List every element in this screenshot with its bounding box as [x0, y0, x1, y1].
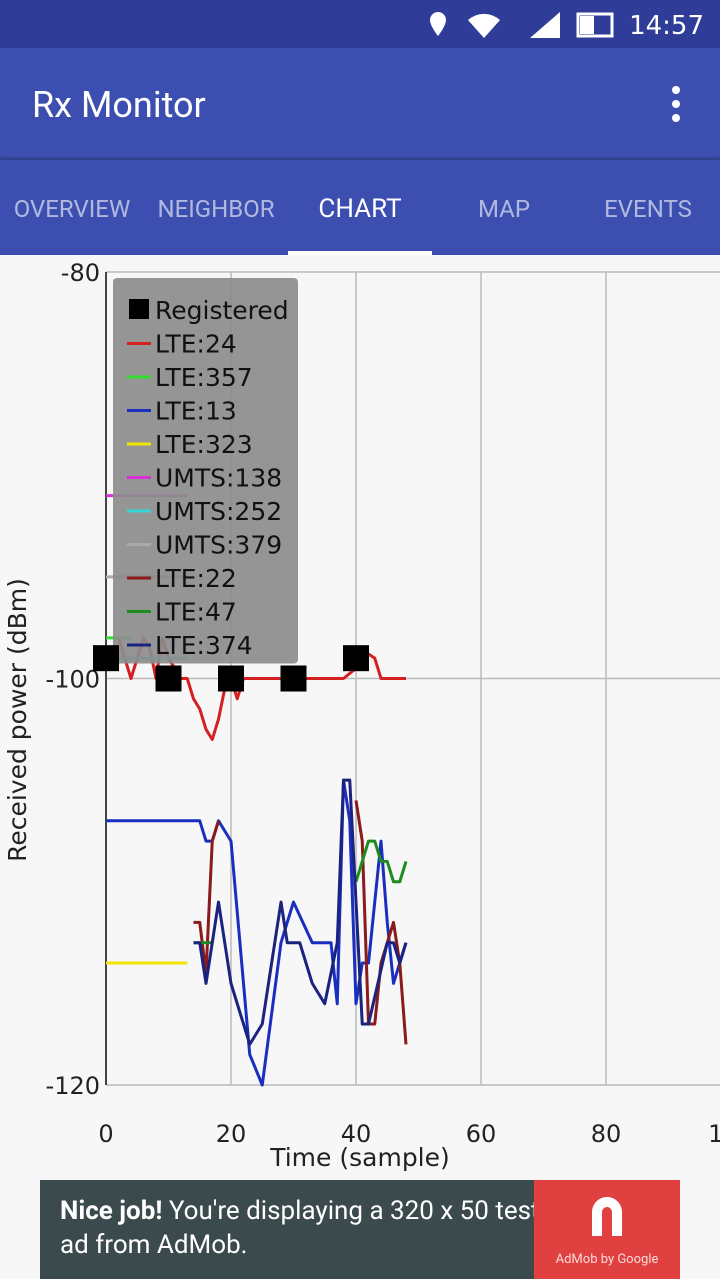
legend-label: UMTS:138	[155, 464, 282, 493]
legend-label: LTE:323	[155, 430, 253, 459]
ad-logo-block: AdMob by Google	[534, 1180, 680, 1279]
admob-logo	[592, 1197, 622, 1236]
status-bar: 14:57	[0, 0, 720, 48]
tab-bar: OVERVIEW NEIGHBOR CHART MAP EVENTS	[0, 160, 720, 255]
tab[interactable]: EVENTS	[604, 195, 692, 223]
registered-marker	[155, 665, 182, 692]
registered-marker	[218, 665, 244, 692]
series-line	[193, 800, 408, 1045]
x-tick-label: 20	[216, 1120, 247, 1148]
tab[interactable]: NEIGHBOR	[157, 195, 275, 223]
legend-label: LTE:22	[155, 564, 237, 593]
legend-label: LTE:357	[155, 363, 253, 392]
battery-level	[580, 16, 594, 34]
tab[interactable]: MAP	[478, 195, 530, 223]
app-bar: Rx Monitor	[0, 48, 720, 160]
app-title: Rx Monitor	[32, 84, 206, 126]
y-tick-label: -100	[46, 666, 100, 694]
legend-label: LTE:13	[155, 397, 237, 426]
y-axis-label: Received power (dBm)	[3, 578, 32, 862]
tab[interactable]: CHART	[318, 194, 402, 224]
x-tick-label: 40	[341, 1120, 372, 1148]
series-line	[193, 778, 408, 1046]
ad-bold: Nice job!	[60, 1196, 163, 1226]
tab-indicator	[288, 251, 432, 255]
x-axis-label: Time (sample)	[269, 1143, 450, 1172]
x-tick-label: 60	[466, 1120, 497, 1148]
ad-brand: AdMob by Google	[555, 1252, 659, 1267]
registered-marker	[343, 645, 369, 672]
legend-box	[113, 278, 298, 664]
plot-background	[0, 255, 720, 1178]
y-tick-label: -80	[61, 259, 100, 287]
battery-icon	[576, 12, 614, 38]
signal-icon	[530, 12, 560, 38]
legend-label: UMTS:379	[155, 531, 282, 560]
x-tick-label: 80	[591, 1120, 622, 1148]
x-tick-label: 0	[98, 1120, 113, 1148]
status-icons: 14:57	[430, 11, 704, 41]
registered-marker	[280, 665, 307, 692]
legend: Registered LTE:24 LTE:357 LTE:13 LTE:323 UMTS…	[113, 278, 298, 664]
ad-text: Nice job! You're displaying a 320 x 50 t…	[60, 1194, 540, 1262]
legend-label: LTE:47	[155, 598, 237, 627]
location-icon	[430, 12, 446, 36]
x-tick-label: 100	[708, 1120, 720, 1148]
legend-label: Registered	[155, 296, 289, 325]
ad-banner[interactable]: Nice job! You're displaying a 320 x 50 t…	[40, 1180, 680, 1279]
overflow-menu[interactable]	[664, 84, 688, 124]
wifi-icon	[468, 13, 500, 38]
legend-label: LTE:374	[155, 631, 253, 660]
ad-body: You're displaying a 320 x 50 test ad fro…	[60, 1196, 540, 1260]
chart: 0 20 40 60 80 100 -120 -100 -80 Time (sample) Rece…	[0, 255, 720, 1178]
clock: 14:57	[629, 11, 704, 41]
registered-marker	[93, 645, 119, 672]
tab[interactable]: OVERVIEW	[13, 195, 131, 223]
legend-swatch	[129, 299, 149, 319]
y-tick-label: -120	[46, 1072, 100, 1100]
legend-label: LTE:24	[155, 330, 237, 359]
legend-label: UMTS:252	[155, 497, 282, 526]
